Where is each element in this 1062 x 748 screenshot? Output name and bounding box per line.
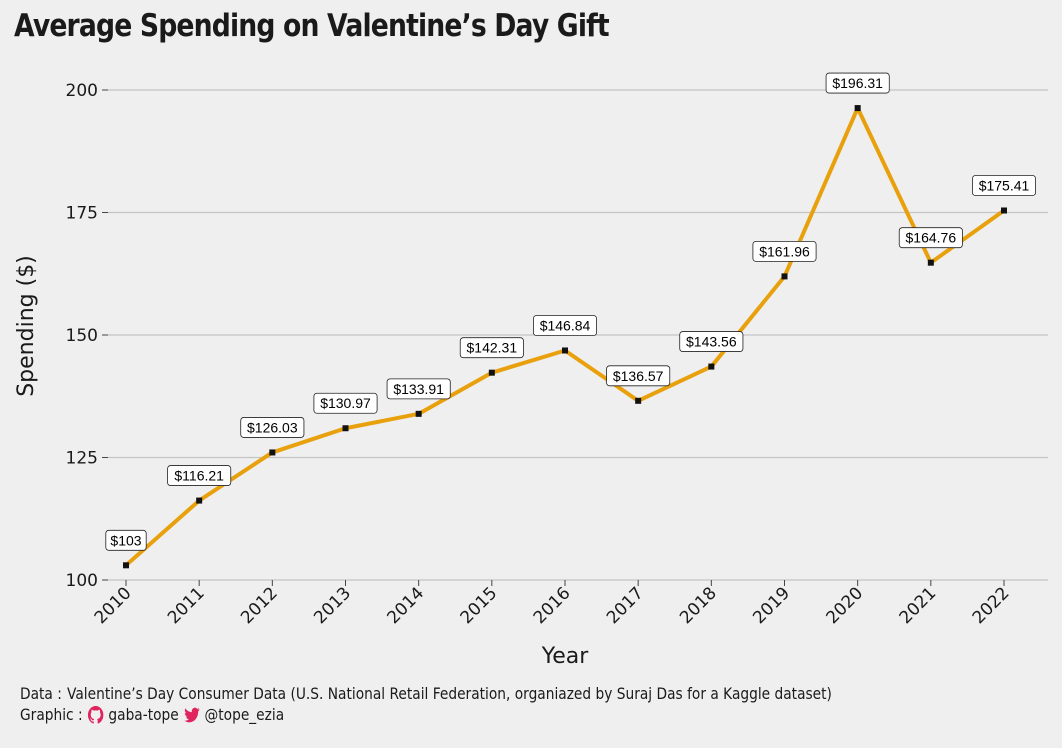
- data-point: [781, 273, 788, 280]
- twitter-icon: [183, 707, 200, 722]
- x-tick-label: 2012: [237, 583, 282, 628]
- data-label-text: $116.21: [174, 468, 224, 484]
- data-point: [1001, 207, 1007, 214]
- data-label-box: [606, 365, 671, 387]
- github-icon: [87, 705, 104, 724]
- data-label: $142.31: [459, 337, 524, 359]
- series-line: [124, 106, 1006, 567]
- data-label-text: $175.41: [979, 177, 1030, 193]
- data-label-box: [105, 529, 147, 551]
- data-label-box: [240, 417, 305, 438]
- data-label: $164.76: [898, 227, 963, 249]
- data-label: $146.84: [533, 315, 598, 336]
- data-label: $143.56: [679, 331, 744, 352]
- data-label-text: $133.91: [393, 381, 444, 397]
- x-tick-label: 2022: [969, 583, 1014, 628]
- data-label-box: [313, 392, 378, 414]
- data-point: [488, 369, 495, 376]
- github-handle: gaba-tope: [108, 705, 179, 724]
- chart-title: Average Spending on Valentine’s Day Gift: [14, 8, 610, 44]
- data-label-box: [679, 331, 744, 352]
- data-label-text: $164.76: [906, 230, 957, 246]
- data-label: $103: [105, 529, 147, 551]
- y-tick-label: 125: [66, 449, 98, 469]
- x-tick-label: 2019: [749, 583, 794, 628]
- data-point: [927, 259, 934, 266]
- data-source-line: Data : Valentine’s Day Consumer Data (U.…: [20, 683, 832, 704]
- data-label: $136.57: [606, 365, 671, 387]
- y-axis-title: Spending ($): [14, 255, 39, 397]
- data-point: [635, 397, 642, 404]
- data-point: [196, 497, 203, 504]
- data-prefix: Data :: [20, 684, 62, 703]
- data-label-text: $161.96: [759, 243, 810, 259]
- data-point: [854, 105, 861, 112]
- data-label-text: $126.03: [247, 419, 298, 435]
- x-tick-label: 2020: [822, 583, 867, 628]
- x-tick-label: 2015: [457, 583, 502, 628]
- data-label-text: $196.31: [832, 75, 883, 91]
- data-label-box: [386, 378, 451, 400]
- twitter-handle: @tope_ezia: [204, 705, 285, 724]
- data-labels: $103 $116.21 $126.03 $130.97 $133.91 $142.31 $…: [105, 72, 1037, 551]
- data-label-box: [167, 465, 232, 486]
- x-tick-label: 2016: [530, 583, 575, 628]
- data-label-text: $143.56: [686, 334, 737, 350]
- y-tick-label: 100: [66, 571, 98, 591]
- x-tick-label: 2013: [310, 583, 355, 628]
- data-label: $126.03: [240, 417, 305, 438]
- data-label: $133.91: [386, 378, 451, 400]
- data-label: $161.96: [752, 240, 817, 262]
- data-source-text: Valentine’s Day Consumer Data (U.S. Nati…: [67, 684, 832, 703]
- y-tick-label: 150: [66, 326, 98, 346]
- data-label: $116.21: [167, 465, 232, 486]
- y-tick-label: 200: [66, 81, 98, 101]
- data-point: [269, 449, 276, 456]
- data-point: [415, 410, 422, 417]
- data-label: $175.41: [972, 175, 1037, 196]
- data-label: $196.31: [825, 72, 890, 94]
- series-line-group: [124, 106, 1006, 567]
- x-tick-label: 2014: [383, 583, 428, 628]
- data-label-box: [533, 315, 598, 336]
- data-label-text: $146.84: [540, 317, 591, 333]
- data-label-text: $142.31: [467, 340, 518, 356]
- y-tick-label: 175: [66, 204, 98, 224]
- data-label-box: [752, 240, 817, 262]
- data-point: [123, 562, 129, 569]
- data-point: [342, 425, 349, 432]
- x-axis-title: Year: [541, 644, 590, 669]
- graphic-prefix: Graphic :: [20, 705, 83, 724]
- data-label-text: $130.97: [320, 395, 371, 411]
- x-tick-label: 2011: [164, 583, 209, 628]
- data-label-box: [898, 227, 963, 249]
- x-tick-label: 2021: [896, 583, 941, 628]
- graphic-credit-line: Graphic : gaba-tope @tope_ezia: [20, 704, 832, 725]
- data-point: [562, 347, 568, 354]
- x-tick-label: 2018: [676, 583, 721, 628]
- data-label-box: [459, 337, 524, 359]
- footer: Data : Valentine’s Day Consumer Data (U.…: [20, 683, 832, 725]
- data-label: $130.97: [313, 392, 378, 414]
- data-point: [708, 363, 715, 370]
- data-label-text: $103: [110, 532, 141, 548]
- data-points: [123, 105, 1007, 569]
- x-tick-label: 2017: [603, 583, 648, 628]
- data-label-box: [972, 175, 1037, 196]
- data-label-box: [825, 72, 890, 94]
- data-label-text: $136.57: [613, 368, 664, 384]
